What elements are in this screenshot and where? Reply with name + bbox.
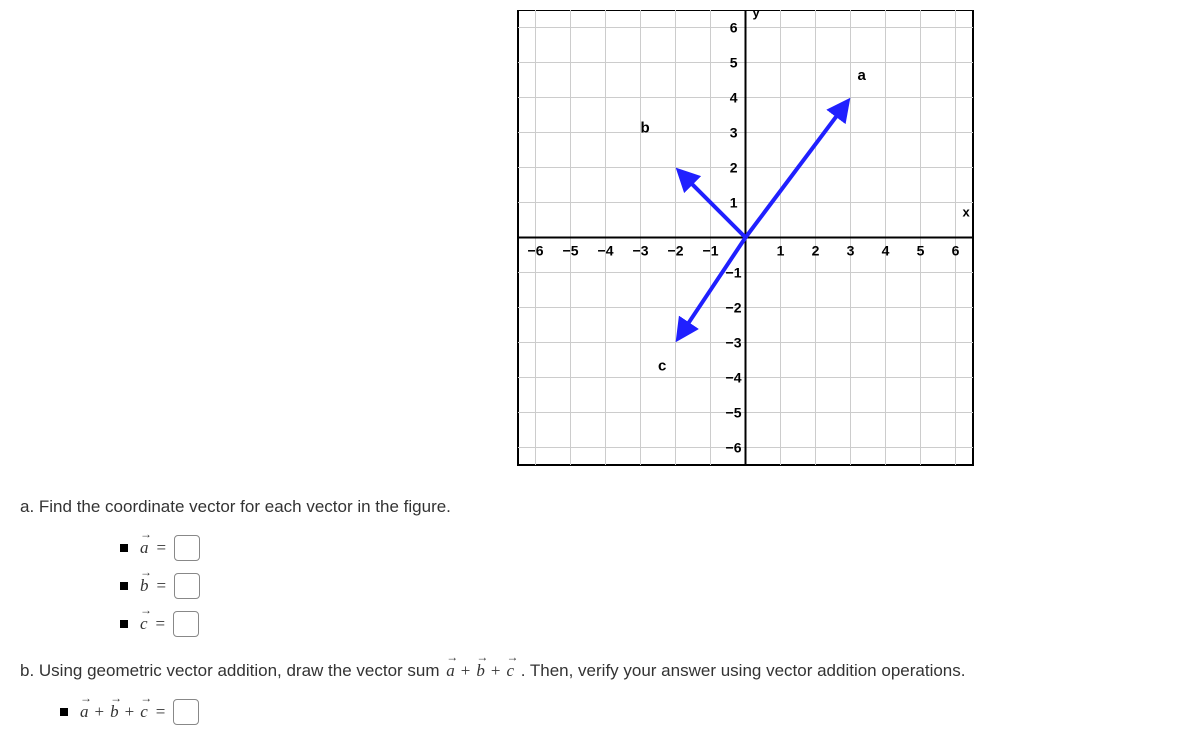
svg-text:−6: −6 [725, 440, 741, 456]
input-vec-c[interactable] [173, 611, 199, 637]
svg-text:−4: −4 [725, 370, 741, 386]
prompt-b-post: . Then, verify your answer using vector … [521, 661, 966, 680]
vector-c-row: c = [120, 611, 1180, 637]
vec-b-label: b [140, 576, 149, 596]
equals-label: = [157, 538, 167, 558]
svg-text:b: b [640, 120, 649, 137]
svg-text:−4: −4 [597, 243, 613, 259]
svg-text:−5: −5 [725, 405, 741, 421]
svg-text:3: 3 [729, 125, 737, 141]
plus-label: + [491, 661, 501, 681]
svg-text:c: c [658, 358, 666, 375]
vec-a-label: a [140, 538, 149, 558]
plus-label: + [95, 702, 105, 722]
svg-text:2: 2 [729, 160, 737, 176]
vector-b-row: b = [120, 573, 1180, 599]
vector-sum-row: a + b + c = [60, 699, 1180, 725]
svg-text:−2: −2 [667, 243, 683, 259]
svg-text:1: 1 [776, 243, 784, 259]
input-vec-sum[interactable] [173, 699, 199, 725]
svg-text:a: a [857, 67, 866, 84]
bullet-icon [120, 582, 128, 590]
prompt-b: b. Using geometric vector addition, draw… [20, 661, 1180, 681]
vector-a-row: a = [120, 535, 1180, 561]
vec-c-sum: c [140, 702, 148, 722]
vec-b-inline: b [476, 661, 485, 681]
svg-text:y: y [752, 10, 760, 20]
input-vec-b[interactable] [174, 573, 200, 599]
vector-input-list: a = b = c = [120, 535, 1180, 637]
bullet-icon [120, 620, 128, 628]
vec-a-inline: a [446, 661, 455, 681]
vec-c-label: c [140, 614, 148, 634]
prompt-b-sum: a + b + c [444, 661, 516, 681]
plus-label: + [461, 661, 471, 681]
svg-text:5: 5 [916, 243, 924, 259]
graph-svg: −6−5−4−3−2−1123456654321−1−2−3−4−5−6xyab… [498, 10, 983, 467]
equals-label: = [157, 576, 167, 596]
bullet-icon [60, 708, 68, 716]
svg-text:1: 1 [729, 195, 737, 211]
bullet-icon [120, 544, 128, 552]
svg-text:3: 3 [846, 243, 854, 259]
svg-text:−6: −6 [527, 243, 543, 259]
vec-a-sum: a [80, 702, 89, 722]
equals-label: = [156, 614, 166, 634]
svg-text:−1: −1 [702, 243, 718, 259]
svg-text:2: 2 [811, 243, 819, 259]
equals-label: = [156, 702, 166, 722]
svg-text:−2: −2 [725, 300, 741, 316]
svg-text:4: 4 [881, 243, 889, 259]
svg-text:4: 4 [729, 90, 737, 106]
prompt-b-pre: b. Using geometric vector addition, draw… [20, 661, 444, 680]
input-vec-a[interactable] [174, 535, 200, 561]
svg-text:−3: −3 [725, 335, 741, 351]
vec-c-inline: c [506, 661, 514, 681]
svg-text:6: 6 [729, 20, 737, 36]
svg-text:−3: −3 [632, 243, 648, 259]
svg-text:−5: −5 [562, 243, 578, 259]
coordinate-graph: −6−5−4−3−2−1123456654321−1−2−3−4−5−6xyab… [300, 10, 1180, 467]
svg-text:x: x [962, 205, 970, 220]
svg-text:6: 6 [951, 243, 959, 259]
prompt-a: a. Find the coordinate vector for each v… [20, 497, 1180, 517]
vec-b-sum: b [110, 702, 119, 722]
svg-text:5: 5 [729, 55, 737, 71]
plus-label: + [125, 702, 135, 722]
